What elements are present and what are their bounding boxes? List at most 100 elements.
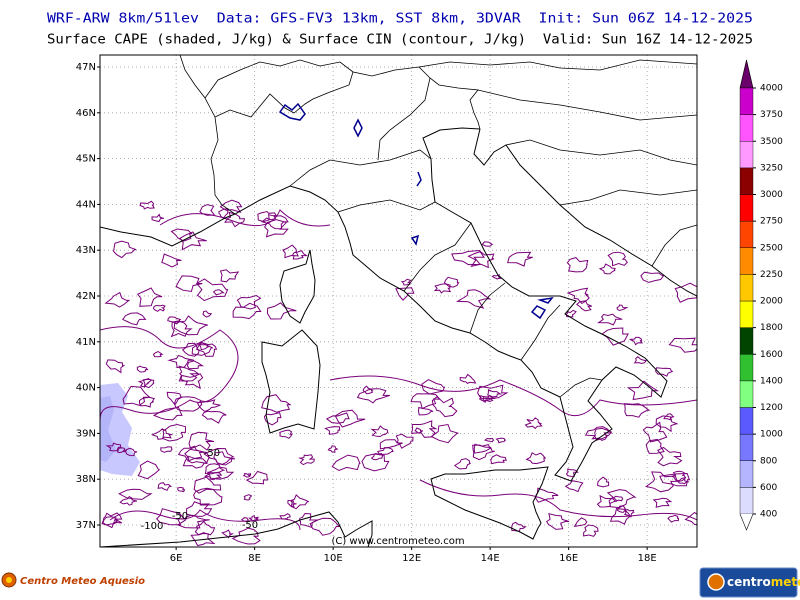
cin-contour [180,373,204,390]
cin-contour [511,521,527,533]
border [179,55,216,118]
cin-contour [156,508,186,526]
colorbar-box [739,354,754,382]
cin-contour [566,257,589,273]
cin-contour [100,326,239,421]
cin-contour [334,409,366,428]
cin-contour [597,476,610,488]
colorbar-label: 1600 [760,350,783,360]
cin-contour [401,278,412,286]
lat-tick-label: 46N [76,108,96,119]
cin-contour [137,460,161,480]
cin-contour [659,472,691,487]
cin-contour [507,251,533,267]
cin-contour [236,294,262,310]
cin-contour [395,433,414,449]
cin-contour [410,393,441,410]
cin-contour [597,313,623,326]
cin-contour [481,241,494,247]
border [210,66,481,215]
coastline [473,128,697,297]
cin-contour [292,250,309,260]
lat-tick-label: 45N [76,154,96,165]
header-line1: WRF-ARW 8km/51lev Data: GFS-FV3 13km, SS… [47,12,753,27]
colorbar-box [739,141,754,169]
border [505,139,697,166]
colorbar-label: 2500 [760,243,783,253]
lake [278,102,306,121]
colorbar-label: 600 [760,483,777,493]
cin-contour [160,446,173,453]
cin-contour [455,289,492,309]
cin-contour [370,425,389,438]
region-line [377,77,431,161]
colorbar-box [739,274,754,302]
region-line [520,304,561,361]
colorbar-label: 1200 [760,403,783,413]
cin-contour [624,403,651,418]
colorbar-label: 4000 [760,84,783,94]
cin-contour [657,446,683,467]
cin-contour [104,291,131,308]
region-line [559,377,603,398]
border [477,89,697,121]
cin-contour [224,211,246,228]
cin-contour [362,385,374,395]
cin-contour [564,480,584,493]
cin-contour [136,287,163,307]
cin-contour [287,499,297,508]
cin-contour [190,532,216,547]
cin-contour [102,516,119,526]
cin-contour [421,379,446,395]
cin-contour [379,439,403,450]
cin-contour [113,240,137,259]
cin-contour [324,426,341,435]
cin-contour [331,454,361,472]
cin-contour [279,513,291,520]
cin-contour [674,282,697,303]
cin-contour [642,421,668,443]
cin-contour [655,415,678,433]
contour-label: -50 [242,520,258,531]
cin-contour [193,487,223,506]
cin-contour [443,276,460,288]
cin-contour [195,278,229,302]
header-line2: Surface CAPE (shaded, J/kg) & Surface CI… [47,33,753,48]
cin-contour [260,214,289,230]
cin-contour [139,200,155,210]
lon-tick-label: 10E [324,553,343,564]
cin-contour [188,431,215,451]
cin-contour [309,517,341,536]
cin-contour [591,427,612,441]
cin-contour [325,412,350,424]
cin-contour [173,315,209,336]
cin-contour [161,253,182,268]
cin-contour [633,356,648,365]
cin-contour [166,391,183,406]
colorbar-box [739,114,754,142]
cin-contour [478,394,492,403]
cin-contour [125,447,138,457]
colorbar-label: 2250 [760,270,783,280]
cin-contour [167,316,181,325]
map-area: -50 -50 -100 -50 [100,55,697,547]
cin-contour [175,275,203,293]
cin-contour [663,413,675,421]
region-line [289,149,432,187]
cin-contour [356,388,390,404]
cin-contour [186,360,205,370]
cin-contour [152,406,183,421]
cin-contour [109,509,301,531]
cin-contour [157,482,173,491]
cin-contour [193,476,222,494]
cin-contour [264,219,289,238]
colorbar-box [739,194,754,222]
cin-contour [467,251,495,269]
cin-contour [573,517,588,528]
cin-contour [142,378,155,389]
cin-contour [606,489,637,509]
cin-contour [525,452,547,465]
cin-contour [546,513,570,530]
cin-contour [482,395,496,403]
